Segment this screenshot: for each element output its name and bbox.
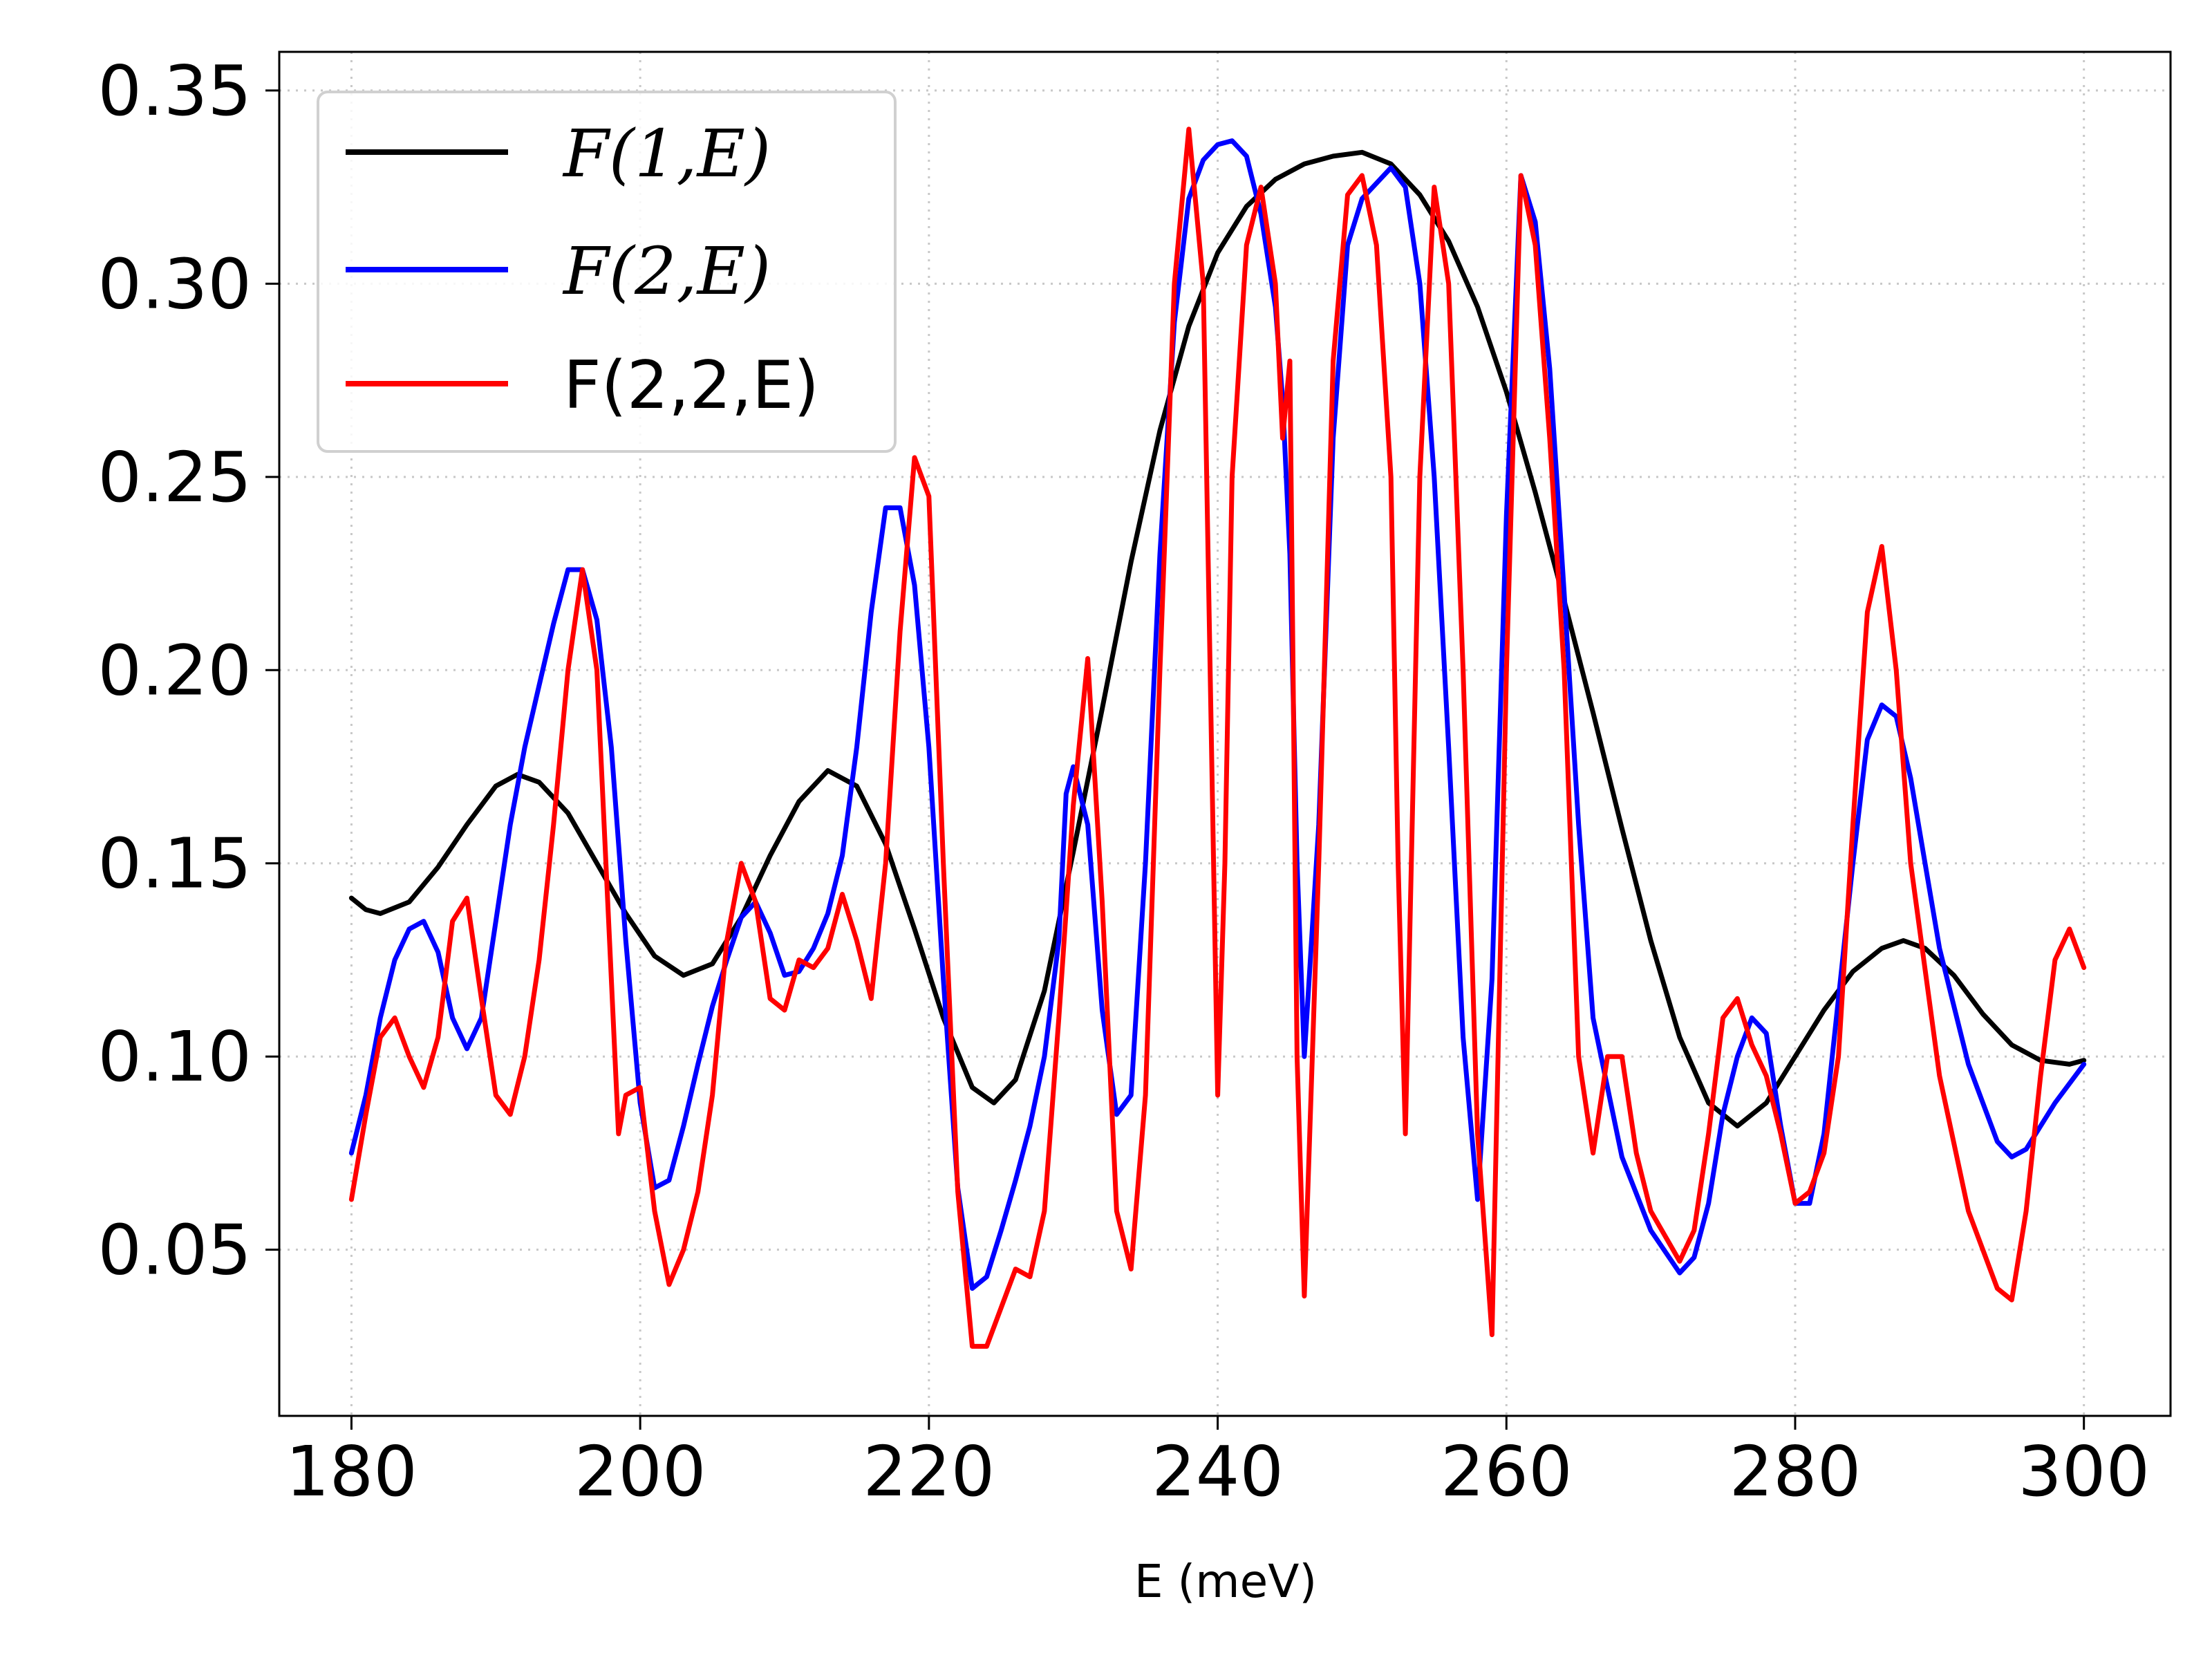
x-tick-label: 240 (1152, 1431, 1284, 1512)
series-line-f-2-2-e (348, 127, 2087, 1349)
x-tick-label: 280 (1730, 1431, 1862, 1512)
x-tick-label: 260 (1441, 1431, 1573, 1512)
legend-box (317, 91, 897, 453)
x-tick-label: 220 (863, 1431, 995, 1512)
x-tick-label: 300 (2018, 1431, 2150, 1512)
y-tick-label: 0.35 (97, 50, 252, 131)
legend-label: F(1,E) (562, 116, 771, 192)
y-tick-label: 0.05 (97, 1210, 252, 1291)
y-tick-label: 0.15 (97, 823, 252, 904)
legend-label: F(2,E) (562, 234, 771, 310)
x-tick-label: 180 (285, 1431, 418, 1512)
legend: F(1,E) F(2,E) F(2,2,E) (317, 91, 897, 453)
plot-frame (278, 50, 2172, 1417)
series-lines (348, 127, 2087, 1349)
y-tick-label: 0.10 (97, 1016, 252, 1097)
x-axis-label: E (meV) (1134, 1555, 1317, 1608)
y-axis: 0.05 0.10 0.15 0.20 0.25 0.30 0.35 (97, 50, 279, 1291)
x-tick-label: 200 (574, 1431, 706, 1512)
legend-label: F(2,2,E) (563, 348, 819, 424)
y-tick-label: 0.25 (97, 437, 252, 518)
y-tick-label: 0.20 (97, 630, 252, 711)
y-tick-label: 0.30 (97, 243, 252, 324)
x-axis: 180 200 220 240 260 280 300 (285, 1416, 2150, 1512)
